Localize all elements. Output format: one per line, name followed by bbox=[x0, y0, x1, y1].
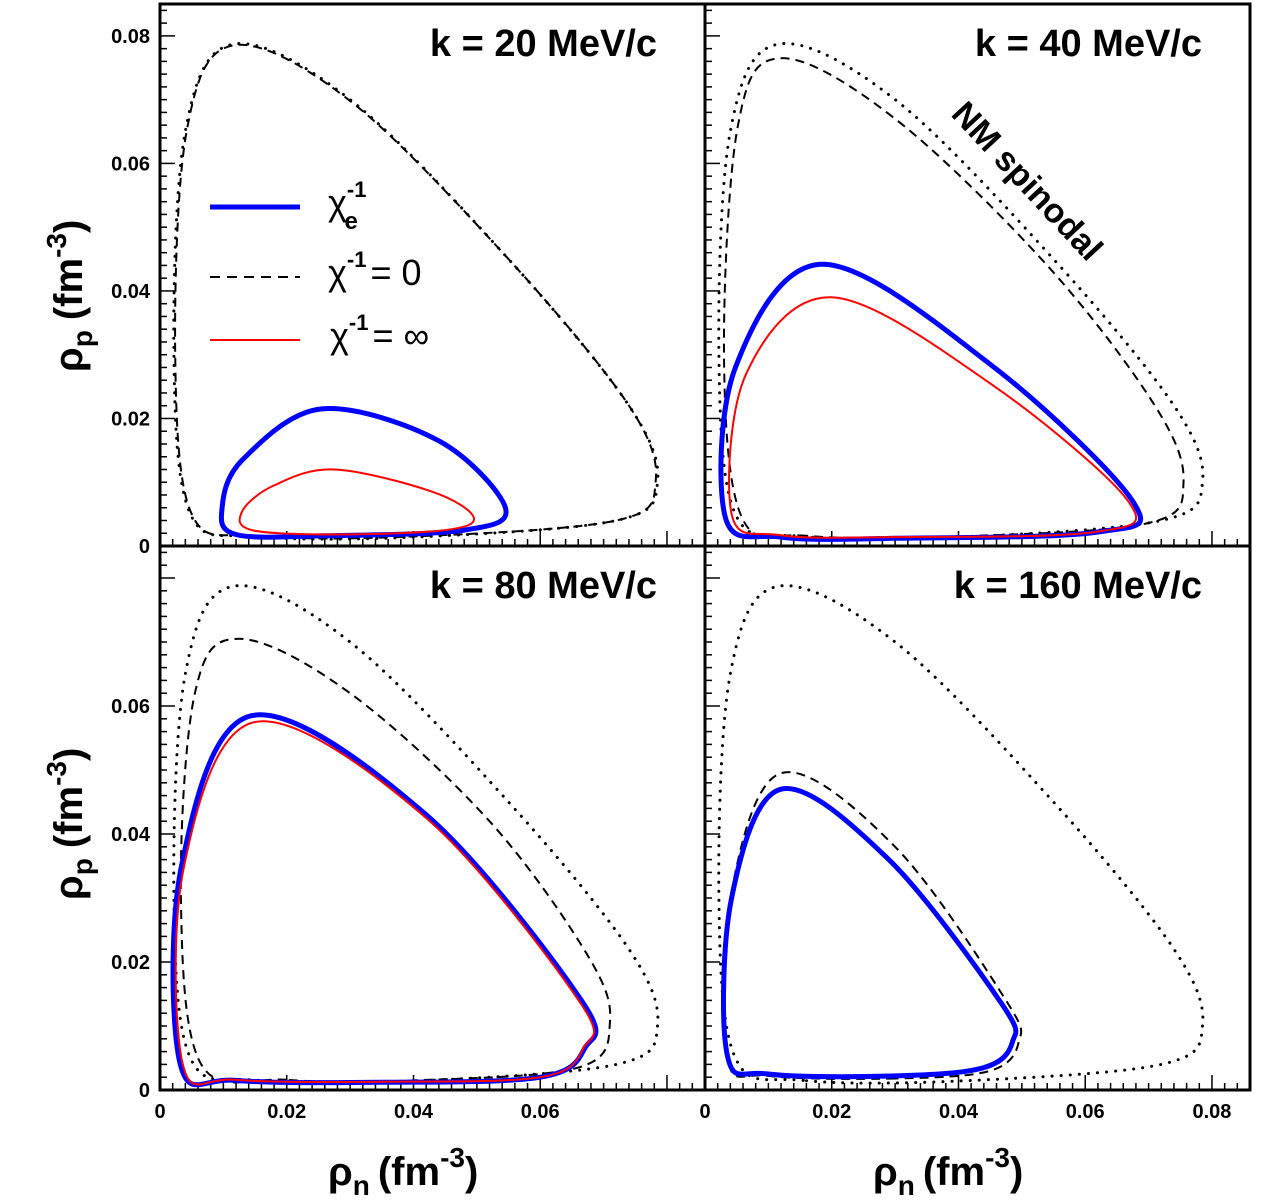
y-axis-title-bottom: ρp(fm-3) bbox=[41, 748, 98, 900]
y-tick-label: 0.02 bbox=[111, 408, 150, 430]
panel-curves bbox=[717, 584, 1205, 1085]
x-tick-label: 0.06 bbox=[1066, 1101, 1105, 1123]
y-tick-label: 0.06 bbox=[111, 696, 150, 718]
curve-chi_e bbox=[721, 786, 1019, 1080]
curve-chi_zero bbox=[179, 637, 612, 1084]
y-axis-title-top: ρp(fm-3) bbox=[41, 220, 98, 372]
panel-2: k = 40 MeV/c bbox=[703, 2, 1252, 548]
curve-chi_inf bbox=[174, 720, 596, 1086]
panel-ticks bbox=[159, 9, 706, 547]
x-tick-label: 0.04 bbox=[394, 1101, 434, 1123]
curve-chi_e bbox=[718, 261, 1144, 542]
x-axis-title-right: ρn (fm-3) bbox=[873, 1142, 1023, 1201]
curve-chi_inf bbox=[238, 468, 476, 536]
x-tick-label: 0.04 bbox=[939, 1101, 979, 1123]
x-tick-label: 0.02 bbox=[267, 1101, 306, 1123]
legend-label-chi-inf: χ-1 = ∞ bbox=[330, 310, 429, 356]
curve-chi_zero bbox=[174, 43, 658, 540]
x-tick-label: 0 bbox=[699, 1101, 710, 1123]
legend-label-chi-e: χ-1 e bbox=[328, 177, 366, 235]
y-tick-label: 0.08 bbox=[111, 26, 150, 48]
curve-chi_zero bbox=[721, 771, 1023, 1080]
curve-chi_e bbox=[218, 406, 509, 540]
panel-3: k = 80 MeV/c 0 0.02 0.04 0.06 0 0.02 0.04 0.06 bbox=[111, 544, 707, 1123]
x-tick-label: 0 bbox=[154, 1101, 165, 1123]
y-tick-label: 0.04 bbox=[111, 281, 151, 303]
x-tick-label: 0.02 bbox=[812, 1101, 851, 1123]
y-tick-label: 0.06 bbox=[111, 153, 150, 175]
panel-ticks bbox=[704, 551, 1251, 1091]
y-tick-label: 0.02 bbox=[111, 952, 150, 974]
curve-chi_inf bbox=[728, 296, 1138, 539]
panel-4: k = 160 MeV/c 0 0.02 0.04 0.06 0.08 bbox=[699, 544, 1252, 1123]
panel-curves bbox=[170, 584, 660, 1088]
legend: χ-1 e χ-1 = 0 χ-1 = ∞ bbox=[210, 177, 429, 356]
x-axis-title-left: ρn (fm-3) bbox=[328, 1142, 478, 1201]
panel-title: k = 20 MeV/c bbox=[430, 23, 657, 65]
y-tick-label: 0 bbox=[139, 536, 150, 558]
nm-spinodal-annotation: NM spinodal bbox=[944, 95, 1110, 269]
x-tick-label: 0.06 bbox=[521, 1101, 560, 1123]
curve-chi_e bbox=[170, 712, 599, 1088]
panel-title: k = 40 MeV/c bbox=[975, 23, 1202, 65]
panel-1: k = 20 MeV/c 0 0.02 0.04 0.06 0.08 bbox=[111, 2, 707, 558]
panel-frame bbox=[703, 544, 1252, 1092]
panel-title: k = 160 MeV/c bbox=[954, 565, 1202, 607]
curve-spinodal bbox=[172, 41, 660, 541]
curve-spinodal bbox=[172, 584, 660, 1085]
panel-title: k = 80 MeV/c bbox=[430, 565, 657, 607]
panels-layer: k = 20 MeV/c 0 0.02 0.04 0.06 0.08 k = 40 MeV/… bbox=[111, 2, 1252, 1123]
y-tick-label: 0 bbox=[139, 1080, 150, 1102]
panel-frame bbox=[158, 2, 707, 548]
curve-chi_zero bbox=[722, 57, 1185, 540]
panel-curves bbox=[172, 41, 660, 541]
panel-curves bbox=[717, 41, 1205, 542]
panel-frame bbox=[703, 2, 1252, 548]
curve-spinodal bbox=[717, 584, 1205, 1085]
x-tick-label: 0.08 bbox=[1193, 1101, 1232, 1123]
legend-label-chi-zero: χ-1 = 0 bbox=[328, 247, 422, 293]
y-tick-label: 0.04 bbox=[111, 824, 151, 846]
